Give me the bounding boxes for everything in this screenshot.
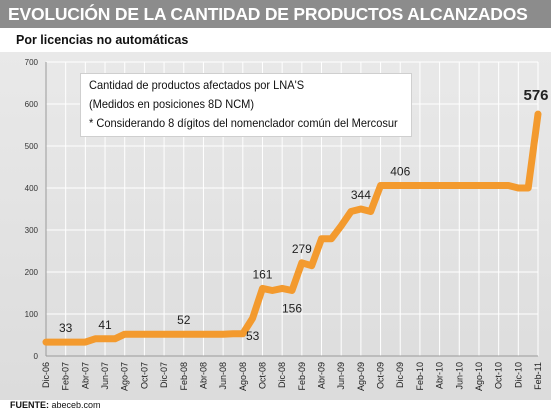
x-tick-label: Ago-07 xyxy=(120,362,130,391)
y-tick-label: 200 xyxy=(25,268,39,277)
x-tick-label: Oct-07 xyxy=(139,362,149,389)
x-tick-label: Feb-08 xyxy=(179,362,189,391)
data-label: 279 xyxy=(292,242,312,256)
y-tick-label: 700 xyxy=(25,58,39,67)
x-tick-label: Dic-08 xyxy=(277,362,287,388)
x-tick-label: Feb-10 xyxy=(415,362,425,391)
annotation-line-3: * Considerando 8 dígitos del nomenclador… xyxy=(89,116,398,130)
title-bar: EVOLUCIÓN DE LA CANTIDAD DE PRODUCTOS AL… xyxy=(0,0,551,28)
chart-title: EVOLUCIÓN DE LA CANTIDAD DE PRODUCTOS AL… xyxy=(8,4,528,24)
x-tick-label: Abr-08 xyxy=(198,362,208,389)
x-tick-label: Feb-11 xyxy=(533,362,543,390)
x-tick-label: Abr-10 xyxy=(435,362,445,389)
data-label: 41 xyxy=(98,318,112,332)
x-tick-label: Jun-07 xyxy=(100,362,110,390)
data-label: 344 xyxy=(351,188,371,202)
data-label: 406 xyxy=(390,164,410,178)
x-tick-label: Dic-10 xyxy=(513,362,523,388)
x-tick-label: Oct-09 xyxy=(376,362,386,389)
y-tick-label: 500 xyxy=(25,142,39,151)
x-tick-label: Ago-08 xyxy=(238,362,248,391)
series-line xyxy=(42,110,542,346)
x-tick-label: Jun-09 xyxy=(336,362,346,390)
data-label: 52 xyxy=(177,313,191,327)
data-label: 53 xyxy=(246,329,260,343)
x-tick-label: Oct-08 xyxy=(257,362,267,389)
x-tick-label: Feb-09 xyxy=(297,362,307,391)
y-tick-label: 400 xyxy=(25,184,39,193)
x-tick-label: Dic-09 xyxy=(395,362,405,388)
x-tick-label: Feb-07 xyxy=(61,362,71,391)
x-tick-label: Ago-10 xyxy=(474,362,484,391)
source-value: abeceb.com xyxy=(51,400,101,410)
chart-subtitle: Por licencias no automáticas xyxy=(16,33,189,47)
x-tick-label: Abr-07 xyxy=(80,362,90,389)
annotation-line-1: Cantidad de productos afectados por LNA'… xyxy=(89,78,305,92)
source-note: FUENTE: abeceb.com xyxy=(10,400,101,410)
data-label: 576 xyxy=(523,87,548,104)
x-tick-label: Abr-09 xyxy=(317,362,327,389)
y-tick-label: 600 xyxy=(25,100,39,109)
x-tick-label: Jun-10 xyxy=(454,362,464,390)
source-label: FUENTE: xyxy=(10,400,49,410)
x-tick-label: Oct-10 xyxy=(494,362,504,389)
annotation-box: Cantidad de productos afectados por LNA'… xyxy=(80,73,412,137)
data-label: 33 xyxy=(59,321,73,335)
x-tick-label: Jun-08 xyxy=(218,362,228,390)
data-label: 161 xyxy=(252,267,272,281)
y-tick-label: 100 xyxy=(25,310,39,319)
x-tick-label: Ago-09 xyxy=(356,362,366,391)
y-tick-label: 0 xyxy=(34,352,39,361)
x-tick-label: Dic-06 xyxy=(41,362,51,388)
x-tick-label: Dic-07 xyxy=(159,362,169,388)
annotation-line-2: (Medidos en posiciones 8D NCM) xyxy=(89,97,255,111)
data-label: 156 xyxy=(282,301,302,315)
y-tick-label: 300 xyxy=(25,226,39,235)
